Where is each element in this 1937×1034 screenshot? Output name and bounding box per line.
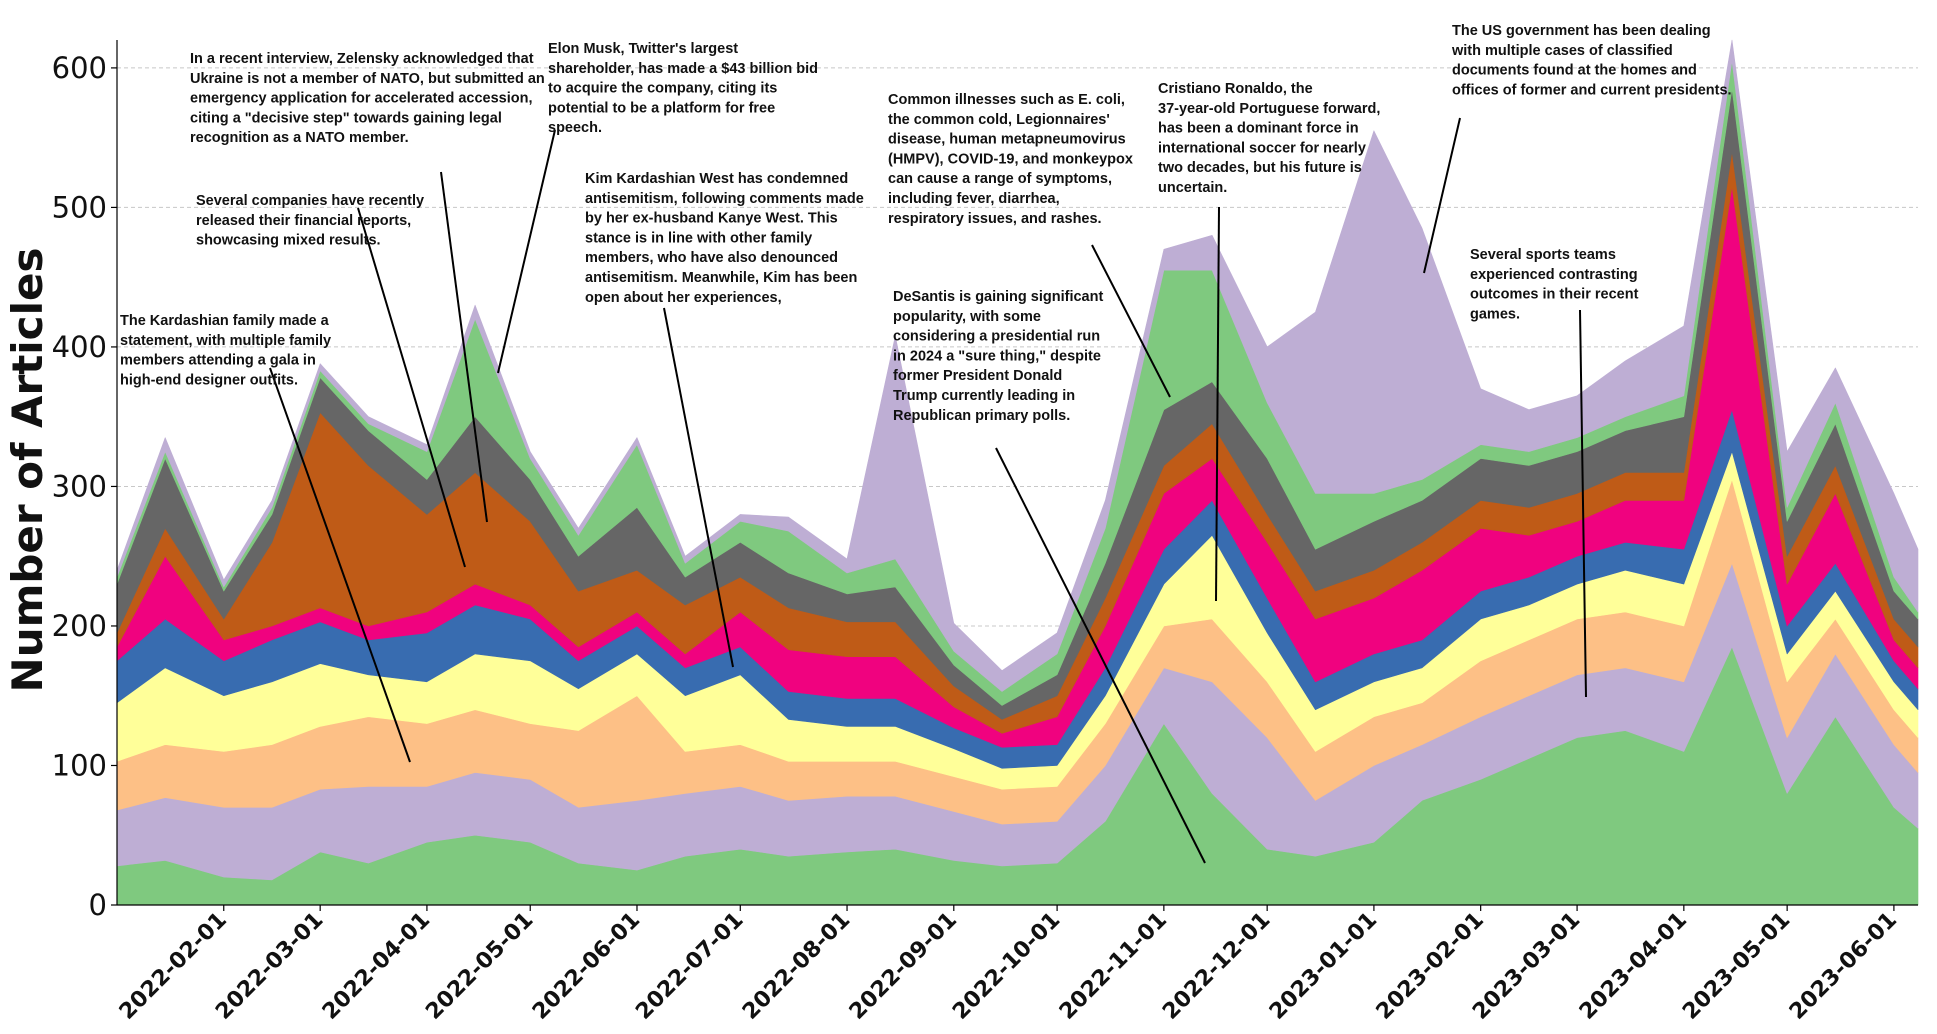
annotation-text: In a recent interview, Zelensky acknowle… <box>190 51 545 146</box>
annotation-text: DeSantis is gaining significant popularit… <box>893 289 1103 424</box>
x-tick-label: 2022-10-01 <box>948 908 1065 1025</box>
annotation-text: Several sports teams experienced contrast… <box>1470 247 1639 322</box>
x-tick-label: 2023-06-01 <box>1785 908 1902 1025</box>
x-tick-label: 2022-05-01 <box>421 908 538 1025</box>
y-tick-labels: 0 100 200 300 400 500 600 <box>52 51 117 922</box>
annotation-leader-line <box>1423 117 1461 274</box>
y-tick-label: 300 <box>52 469 107 503</box>
x-tick-label: 2022-09-01 <box>845 908 962 1025</box>
area-series-9 <box>116 39 1919 692</box>
annotation-text: The US government has been dealing with m… <box>1451 23 1732 98</box>
axes <box>116 40 1918 906</box>
annotation-leader-line <box>357 207 466 568</box>
y-tick-label: 600 <box>52 51 107 85</box>
x-tick-label: 2022-04-01 <box>318 908 435 1025</box>
annotation-text: The Kardashian family made a statement, w… <box>120 313 331 388</box>
x-tick-label: 2022-07-01 <box>631 908 748 1025</box>
annotation-leader-line <box>269 367 411 763</box>
y-tick-label: 500 <box>52 190 107 224</box>
annotation-text: Cristiano Ronaldo, the 37-year-old Portug… <box>1158 81 1380 196</box>
x-tick-label: 2022-11-01 <box>1055 908 1172 1025</box>
annotation-text: Kim Kardashian West has condemned antisem… <box>585 171 864 306</box>
annotation-leader-line <box>1215 206 1220 602</box>
y-tick-label: 400 <box>52 330 107 364</box>
x-tick-label: 2023-05-01 <box>1678 908 1795 1025</box>
y-axis-label: Number of Articles <box>3 248 52 693</box>
x-tick-labels: 2022-02-012022-03-012022-04-012022-05-01… <box>115 905 1902 1025</box>
annotation-text: Common illnesses such as E. coli, the com… <box>888 92 1133 227</box>
annotation-leader-line <box>663 307 734 668</box>
annotation-leader-line <box>1579 309 1587 698</box>
x-tick-label: 2022-12-01 <box>1158 908 1275 1025</box>
x-tick-label: 2023-01-01 <box>1265 908 1382 1025</box>
annotation-text: Several companies have recently released … <box>196 193 424 249</box>
y-tick-label: 200 <box>52 609 107 643</box>
annotation-leader-line <box>1091 244 1171 398</box>
annotation-leader-line <box>497 129 556 374</box>
y-tick-label: 0 <box>89 888 107 922</box>
annotation-text: Elon Musk, Twitter's largest shareholder,… <box>548 41 818 136</box>
x-tick-label: 2023-04-01 <box>1575 908 1692 1025</box>
annotation-leader-line <box>995 447 1206 864</box>
y-tick-label: 100 <box>52 748 107 782</box>
area-layers <box>116 39 1919 906</box>
annotation-leader-line <box>440 171 488 523</box>
x-tick-label: 2022-08-01 <box>738 908 855 1025</box>
x-tick-label: 2022-06-01 <box>528 908 645 1025</box>
annotations: The Kardashian family made a statement, w… <box>120 23 1732 864</box>
